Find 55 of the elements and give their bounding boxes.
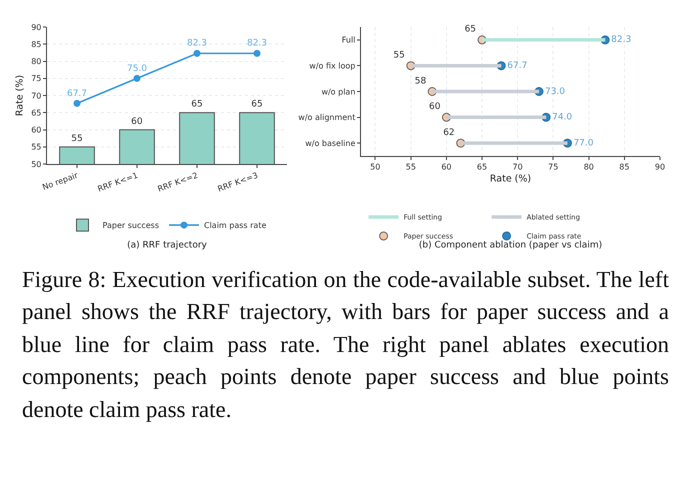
x-tick-label: No repair <box>41 170 80 192</box>
x-tick-label: 50 <box>370 162 380 172</box>
caption: Figure 8: Execution verification on the code-available subset. The left panel shows the RRF trajectory, with bars for paper success and a blue line for claim pass rate. The right panel ablates execution components; peach points denote paper success and blue points denote claim pass rate. <box>22 266 669 424</box>
text: (a) RRF trajectory <box>127 240 208 251</box>
y-tick-label: 70 <box>31 91 42 100</box>
x-tick-label: 65 <box>476 162 488 172</box>
data-label: 75.0 <box>126 64 148 74</box>
data-label: 65 <box>251 100 263 110</box>
x-tick-label: 80 <box>584 162 594 172</box>
x-tick-label: RRF K<=1 <box>96 170 140 194</box>
y-tick-label: 65 <box>31 108 42 118</box>
x-tick-label: 70 <box>512 162 523 172</box>
data-label: 67.7 <box>66 88 88 99</box>
data-label: 65 <box>464 24 476 35</box>
y-tick-label: 60 <box>31 126 42 135</box>
data-label: 73.0 <box>544 86 566 97</box>
y-tick-label: 75 <box>31 74 42 84</box>
data-label: 55 <box>393 50 405 60</box>
data-label: 67.7 <box>507 60 528 71</box>
point <box>254 50 260 57</box>
point <box>194 50 200 57</box>
point <box>134 74 140 82</box>
text: (b) Component ablation (paper vs claim) <box>418 240 602 251</box>
y-tick-label: w/o alignment <box>298 113 356 122</box>
data-label: 74.0 <box>552 112 572 123</box>
y-tick-label: 90 <box>31 22 42 32</box>
y-tick-label: w/o plan <box>321 87 356 96</box>
data-label: 60 <box>428 102 441 112</box>
x-tick-label: RRF K<=2 <box>156 170 200 194</box>
x-axis-title: Rate (%) <box>490 174 532 185</box>
data-label: 62 <box>443 128 455 138</box>
x-tick-label: 75 <box>548 162 558 172</box>
y-tick-label: 85 <box>31 40 42 49</box>
y-tick-label: Full <box>342 36 356 45</box>
y-tick-label: 55 <box>31 142 42 152</box>
data-label: 65 <box>191 100 203 110</box>
x-tick-label: 85 <box>619 162 630 172</box>
data-label: 58 <box>414 76 426 86</box>
y-tick-label: w/o fix loop <box>309 62 356 70</box>
legend-label: Paper success <box>102 221 159 230</box>
legend-label: Claim pass rate <box>204 221 266 230</box>
y-tick-label: w/o baseline <box>305 138 356 148</box>
x-tick-label: RRF K<=3 <box>216 170 260 194</box>
x-tick-label: 55 <box>406 162 416 172</box>
x-tick-label: 60 <box>441 162 452 172</box>
data-label: 60 <box>131 116 143 127</box>
x-tick-label: 90 <box>654 162 666 172</box>
data-label: 77.0 <box>573 138 594 148</box>
data-label: 55 <box>71 134 83 144</box>
data-label: 82.3 <box>186 38 208 49</box>
data-label: 82.3 <box>611 35 632 46</box>
y-tick-label: 80 <box>31 57 42 66</box>
data-label: 82.3 <box>246 38 268 49</box>
point <box>74 100 80 107</box>
y-axis-title: Rate (%) <box>14 74 26 116</box>
